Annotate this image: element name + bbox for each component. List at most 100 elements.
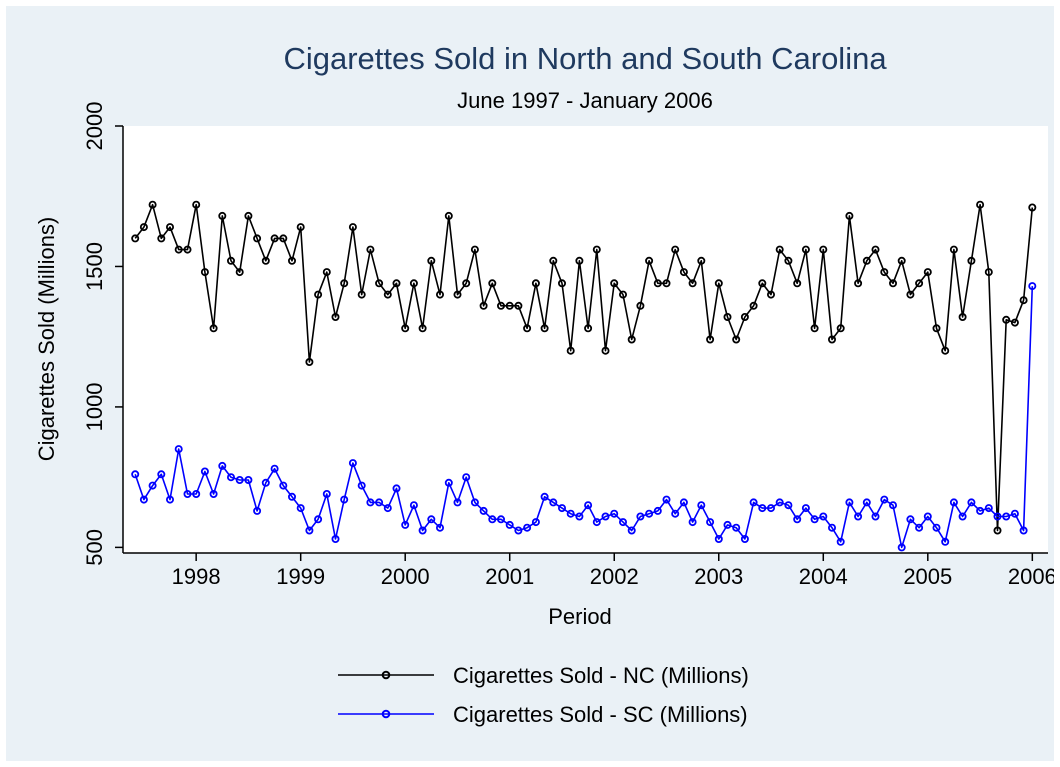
data-point-sc <box>157 470 166 479</box>
data-point-nc <box>897 256 906 265</box>
data-point-nc <box>584 324 593 333</box>
data-point-sc <box>801 504 810 513</box>
data-point-nc <box>758 279 767 288</box>
data-point-sc <box>523 523 532 532</box>
data-point-nc <box>558 279 567 288</box>
series-line-nc <box>134 203 1034 532</box>
data-point-nc <box>305 357 314 366</box>
data-point-nc <box>435 290 444 299</box>
data-point-sc <box>566 509 575 518</box>
data-point-sc <box>862 498 871 507</box>
data-point-sc <box>348 459 357 468</box>
data-point-sc <box>226 473 235 482</box>
data-point-nc <box>357 290 366 299</box>
data-point-sc <box>392 484 401 493</box>
x-tick-label: 2000 <box>381 564 430 589</box>
data-point-nc <box>253 234 262 243</box>
data-point-sc <box>714 535 723 544</box>
data-point-nc <box>523 324 532 333</box>
data-point-sc <box>932 523 941 532</box>
data-point-sc <box>192 489 201 498</box>
data-point-nc <box>958 312 967 321</box>
data-point-nc <box>235 268 244 277</box>
data-point-sc <box>871 512 880 521</box>
data-point-nc <box>871 245 880 254</box>
data-point-nc <box>157 234 166 243</box>
data-point-sc <box>462 473 471 482</box>
data-point-sc <box>1010 509 1019 518</box>
data-point-sc <box>558 504 567 513</box>
data-point-sc <box>793 515 802 524</box>
data-point-sc <box>749 498 758 507</box>
data-point-nc <box>409 279 418 288</box>
data-point-nc <box>993 526 1002 535</box>
data-point-nc <box>392 279 401 288</box>
y-tick-label: 1000 <box>82 382 107 431</box>
data-point-nc <box>819 245 828 254</box>
data-point-nc <box>662 279 671 288</box>
data-point-nc <box>462 279 471 288</box>
plot-background <box>123 126 1048 553</box>
data-point-sc <box>575 512 584 521</box>
data-point-nc <box>340 279 349 288</box>
data-point-sc <box>679 498 688 507</box>
data-point-nc <box>418 324 427 333</box>
legend-marker-sc <box>381 709 391 719</box>
data-point-nc <box>967 256 976 265</box>
data-point-nc <box>749 301 758 310</box>
data-point-nc <box>619 290 628 299</box>
data-point-sc <box>270 464 279 473</box>
data-point-sc <box>174 445 183 454</box>
data-point-nc <box>592 245 601 254</box>
data-point-sc <box>549 498 558 507</box>
data-point-nc <box>375 279 384 288</box>
data-point-nc <box>723 312 732 321</box>
data-point-nc <box>174 245 183 254</box>
legend-marker-nc <box>381 670 391 680</box>
data-point-sc <box>453 498 462 507</box>
data-point-nc <box>1010 318 1019 327</box>
x-tick-label: 2002 <box>590 564 639 589</box>
data-point-nc <box>514 301 523 310</box>
chart-container: Cigarettes Sold in North and South Carol… <box>6 6 1054 761</box>
data-point-nc <box>1028 203 1037 212</box>
data-point-sc <box>183 489 192 498</box>
y-tick-label: 500 <box>82 529 107 566</box>
x-tick-label: 1999 <box>276 564 325 589</box>
data-point-nc <box>270 234 279 243</box>
data-point-sc <box>1028 282 1037 291</box>
data-point-nc <box>714 279 723 288</box>
legend-label-nc: Cigarettes Sold - NC (Millions) <box>453 663 749 688</box>
data-point-nc <box>479 301 488 310</box>
data-point-sc <box>784 501 793 510</box>
data-point-sc <box>444 478 453 487</box>
data-point-sc <box>235 475 244 484</box>
data-point-nc <box>775 245 784 254</box>
data-point-sc <box>479 506 488 515</box>
data-point-nc <box>828 335 837 344</box>
data-point-sc <box>165 495 174 504</box>
data-point-sc <box>357 481 366 490</box>
data-point-sc <box>470 498 479 507</box>
data-point-sc <box>976 506 985 515</box>
x-axis-label: Period <box>548 604 612 629</box>
data-point-sc <box>244 475 253 484</box>
data-point-nc <box>732 335 741 344</box>
data-point-nc <box>287 256 296 265</box>
data-point-nc <box>488 279 497 288</box>
chart-svg: Cigarettes Sold in North and South Carol… <box>34 41 1054 727</box>
data-point-sc <box>697 501 706 510</box>
x-tick-label: 2001 <box>485 564 534 589</box>
data-point-nc <box>183 245 192 254</box>
data-point-nc <box>366 245 375 254</box>
data-point-nc <box>566 346 575 355</box>
data-point-nc <box>679 268 688 277</box>
data-point-sc <box>218 461 227 470</box>
data-point-sc <box>897 543 906 552</box>
data-point-sc <box>253 506 262 515</box>
data-point-sc <box>584 501 593 510</box>
data-point-sc <box>314 515 323 524</box>
data-point-nc <box>314 290 323 299</box>
data-point-nc <box>383 290 392 299</box>
data-point-sc <box>775 498 784 507</box>
